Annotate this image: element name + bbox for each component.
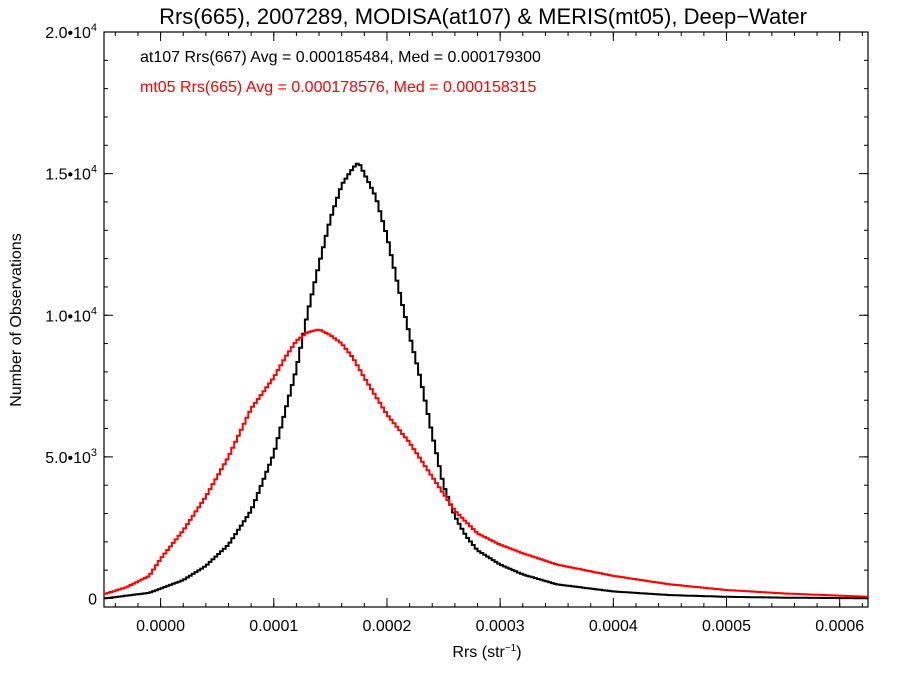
series-line-at107: [104, 162, 868, 600]
y-tick-mantissa: 1.5•10: [45, 167, 91, 184]
y-tick-label: 0: [88, 592, 97, 609]
x-axis-label-end: ): [516, 644, 521, 661]
plot-frame: [103, 31, 869, 608]
annotation-mt05: mt05 Rrs(665) Avg = 0.000178576, Med = 0…: [140, 79, 537, 96]
y-tick-mantissa: 0: [88, 592, 97, 609]
chart-title: Rrs(665), 2007289, MODISA(at107) & MERIS…: [159, 4, 807, 29]
x-tick-label: 0.0000: [136, 618, 185, 635]
y-tick-label: 5.0•103: [45, 447, 97, 467]
y-tick-exponent: 4: [91, 164, 97, 176]
annotation-at107: at107 Rrs(667) Avg = 0.000185484, Med = …: [140, 49, 541, 66]
plot-area: 0.0000 0.0001 0.0002 0.0003 0.0004 0.0005 0.00…: [45, 22, 869, 635]
y-tick-exponent: 4: [91, 22, 97, 34]
y-tick-exponent: 3: [91, 447, 97, 459]
y-tick-exponent: 4: [91, 305, 97, 317]
y-tick-label: 1.5•104: [45, 164, 97, 184]
x-axis-label: Rrs (str−1): [452, 643, 521, 661]
y-axis-label: Number of Observations: [8, 233, 25, 406]
x-tick-label: 0.0002: [362, 618, 411, 635]
x-tick-label: 0.0003: [476, 618, 525, 635]
x-tick-label: 0.0001: [249, 618, 298, 635]
x-tick-label: 0.0004: [589, 618, 638, 635]
x-tick-label: 0.0005: [702, 618, 751, 635]
x-axis-label-superscript: −1: [505, 643, 517, 654]
y-tick-label: 2.0•104: [45, 22, 97, 42]
series-line-mt05: [104, 328, 868, 598]
y-tick-label: 1.0•104: [45, 305, 97, 325]
x-tick-label: 0.0006: [815, 618, 864, 635]
y-tick-mantissa: 2.0•10: [45, 25, 91, 42]
y-tick-mantissa: 1.0•10: [45, 308, 91, 325]
x-axis-label-main: Rrs (str: [452, 644, 505, 661]
y-tick-mantissa: 5.0•10: [45, 450, 91, 467]
